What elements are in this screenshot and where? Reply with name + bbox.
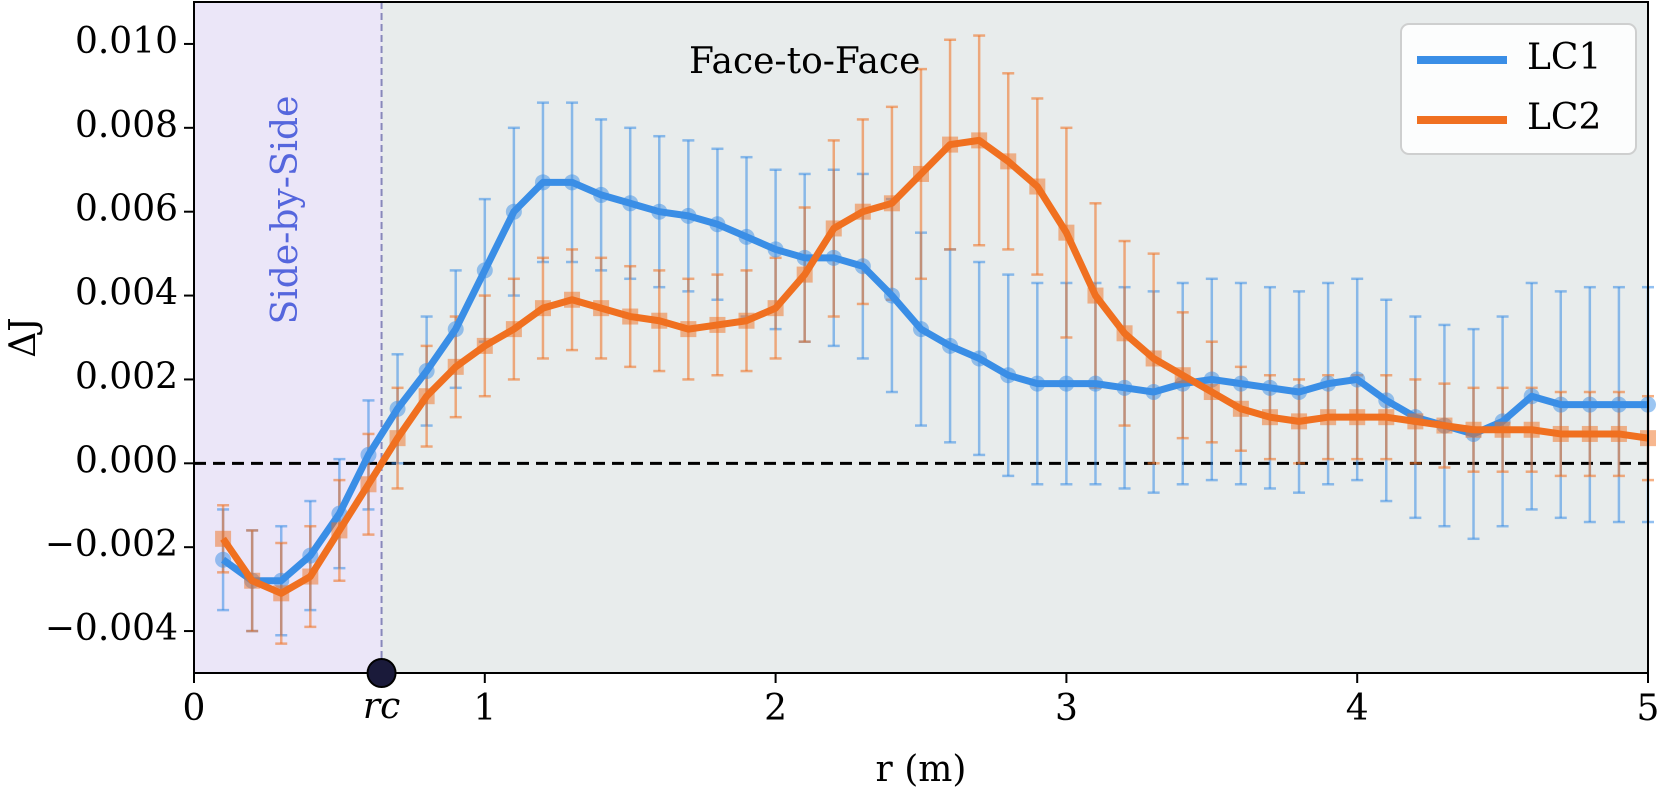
legend-label: LC1: [1527, 37, 1601, 78]
x-tick-label: 3: [1055, 688, 1078, 729]
y-tick-label: 0.000: [75, 440, 178, 481]
rc-label: rc: [363, 686, 400, 727]
rc-marker: [366, 658, 397, 688]
plot-frame: [193, 1, 1649, 674]
x-tick-label: 4: [1346, 688, 1369, 729]
x-tick-label: 5: [1637, 688, 1660, 729]
face-label: Face-to-Face: [689, 41, 920, 82]
y-tick-label: 0.004: [75, 273, 178, 314]
y-tick-label: −0.002: [45, 524, 178, 565]
legend-label: LC2: [1527, 97, 1601, 138]
y-tick-label: −0.004: [45, 608, 178, 649]
x-tick-label: 2: [764, 688, 787, 729]
x-axis-label: r (m): [876, 749, 967, 790]
x-tick-label: 0: [183, 688, 206, 729]
y-tick-label: 0.010: [75, 21, 178, 62]
y-tick-label: 0.002: [75, 356, 178, 397]
y-tick-label: 0.008: [75, 105, 178, 146]
side-label: Side-by-Side: [265, 96, 306, 325]
y-axis-label: ΔJ: [3, 317, 44, 357]
series-line: [220, 136, 1649, 597]
y-tick-label: 0.006: [75, 189, 178, 230]
x-tick-label: 1: [473, 688, 496, 729]
